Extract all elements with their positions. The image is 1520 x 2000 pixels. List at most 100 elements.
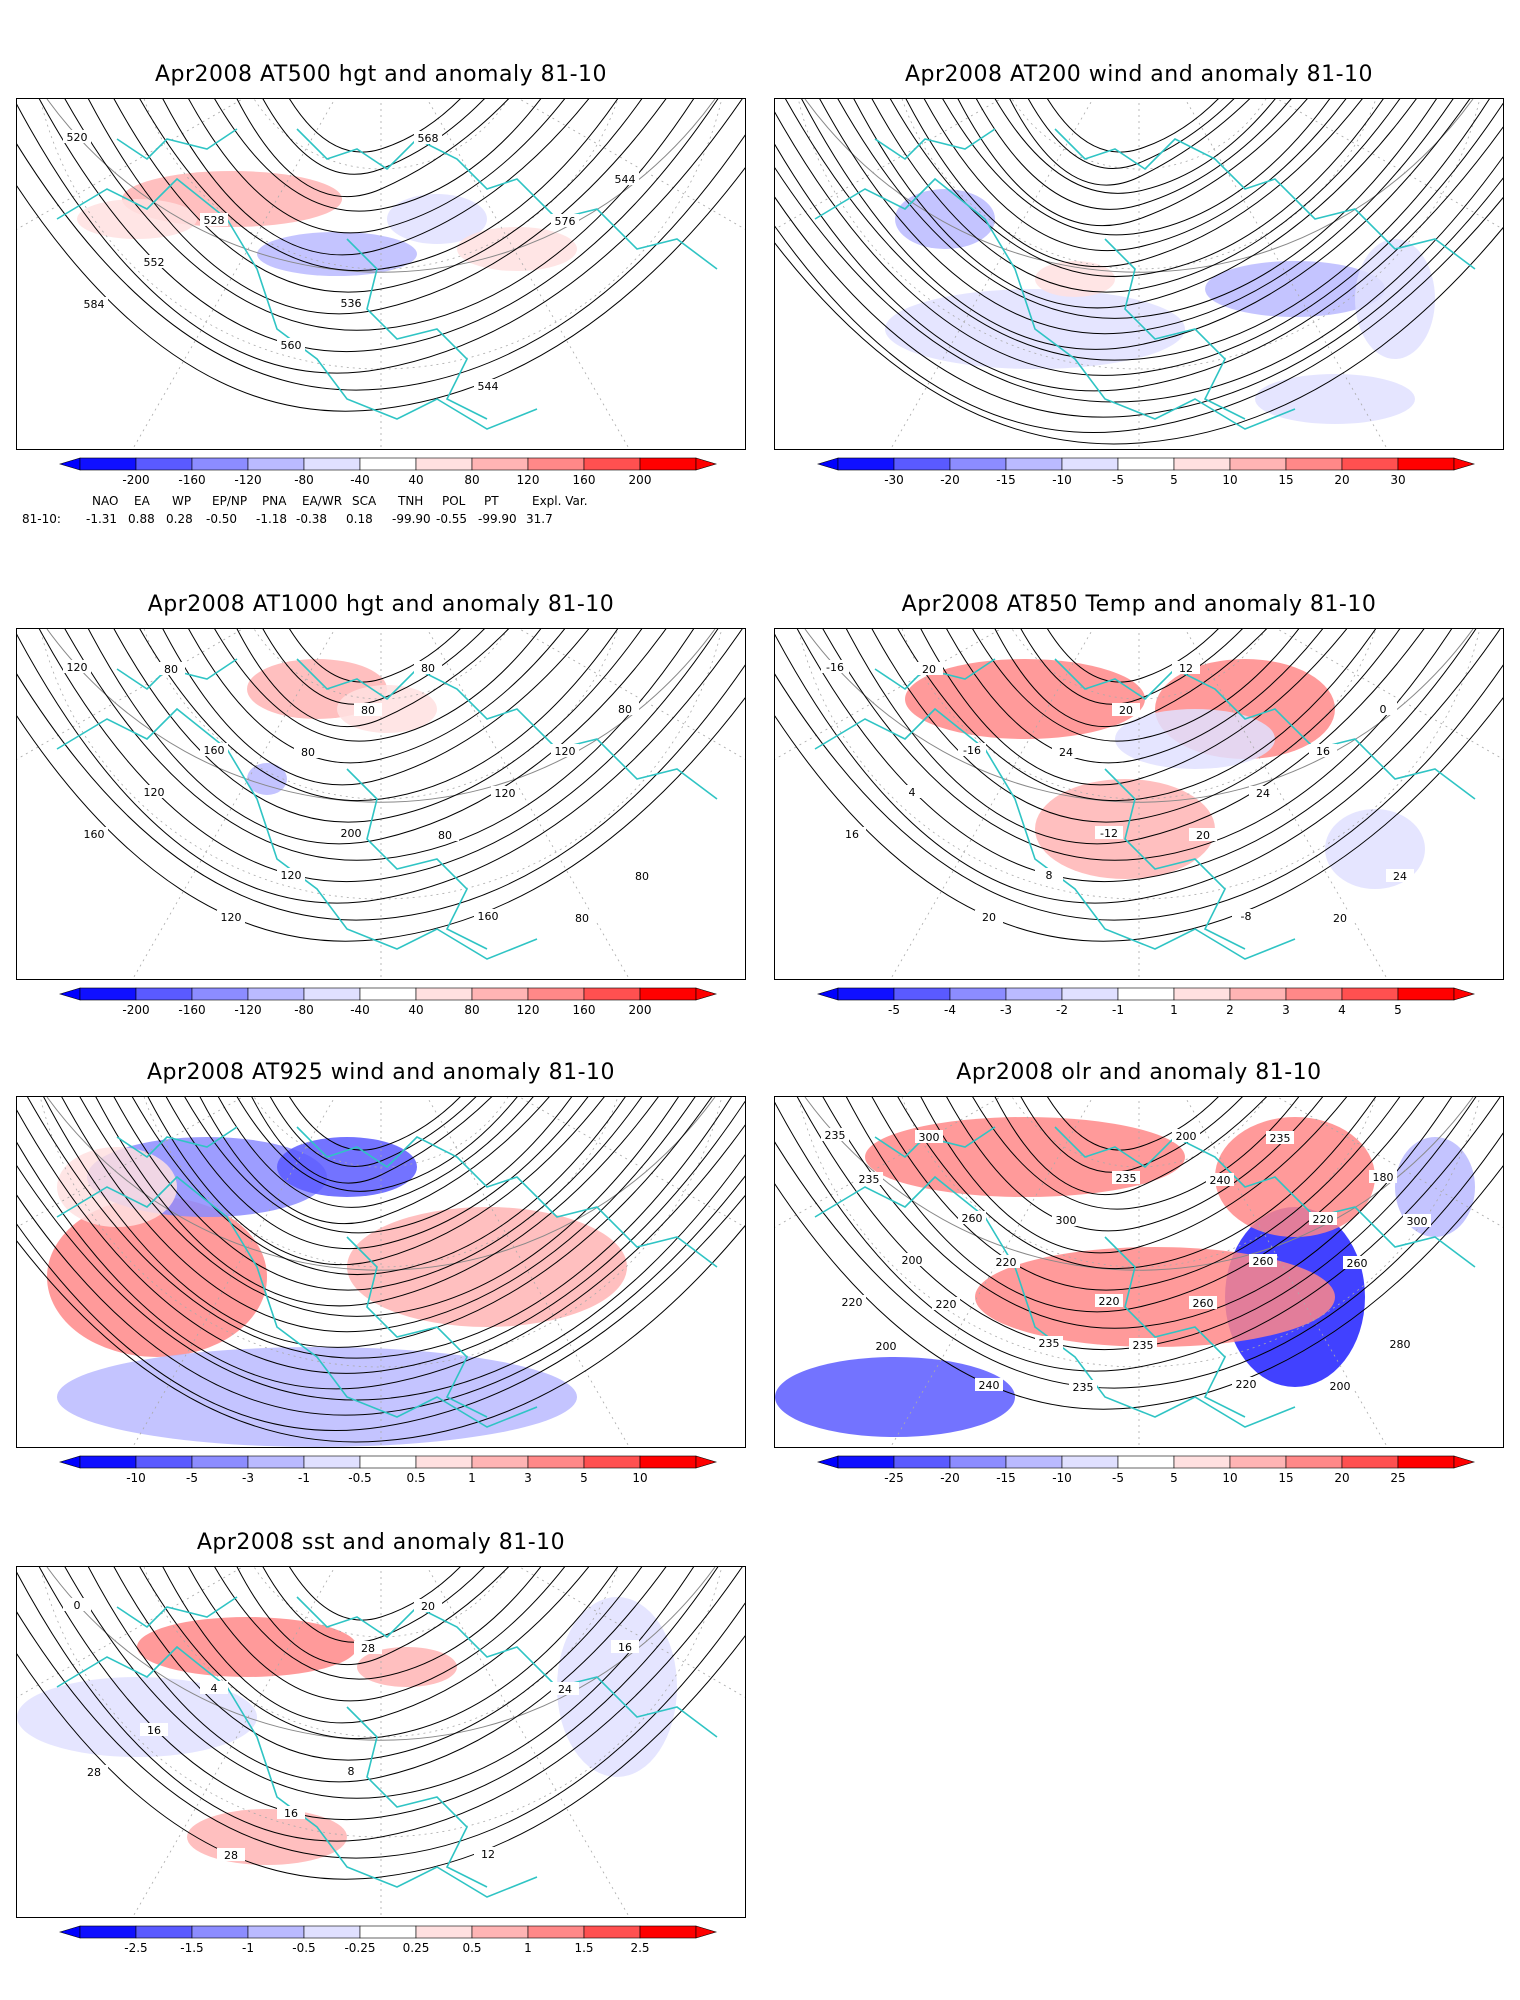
contour-label: 300	[1407, 1215, 1428, 1228]
coastline	[56, 707, 538, 960]
contour-line	[994, 1097, 1267, 1196]
colorbar-segment	[79, 457, 137, 471]
contour-label-bg	[200, 743, 228, 756]
contour-label: -12	[1100, 827, 1118, 840]
contour-line	[139, 1567, 619, 1739]
contour-label-bg	[1232, 1377, 1260, 1390]
contour-line	[289, 99, 461, 153]
colorbar-segment	[1341, 1455, 1399, 1469]
anomaly-shading	[775, 1357, 1015, 1437]
colorbar-tick-label: -20	[940, 473, 960, 487]
contour-label: 200	[902, 1254, 923, 1267]
panel-sst: Apr2008 sst and anomaly 81-10 0 4 8 12 16 16 1…	[16, 1530, 746, 1962]
coastline	[1104, 238, 1246, 420]
contour-label: 16	[618, 1641, 632, 1654]
colorbar-tick-label: 5	[1394, 1003, 1402, 1017]
colorbar-svg: -2.5 -1.5 -1 -0.5 -0.25 0.25 0.5 1 1.5 2.5	[58, 1925, 718, 1955]
coastline	[296, 1596, 718, 1738]
map-plot	[774, 98, 1504, 450]
contour-label: 0	[1380, 703, 1387, 716]
contour-label-bg	[611, 702, 639, 715]
contour-label-bg	[611, 172, 639, 185]
teleconnection-value: -99.90	[478, 512, 517, 526]
contour-label-bg	[474, 379, 502, 392]
contour-label: 200	[876, 1340, 897, 1353]
coastline	[56, 1175, 538, 1428]
contour-line	[262, 629, 485, 705]
contour-label: 220	[1313, 1213, 1334, 1226]
contour-line	[775, 664, 1503, 921]
projection-edge	[804, 99, 1474, 273]
contour-label: 220	[996, 1256, 1017, 1269]
contour-line	[139, 99, 619, 271]
contour-label-bg	[200, 213, 228, 226]
coastline	[346, 238, 488, 420]
colorbar-tick-label: 80	[464, 1003, 479, 1017]
streamline	[147, 1097, 605, 1266]
colorbar-segment	[1229, 1455, 1287, 1469]
contour-label: 544	[615, 173, 636, 186]
contour-label: 220	[842, 1296, 863, 1309]
meridian-gridline	[1276, 629, 1503, 760]
contour-label-bg	[568, 911, 596, 924]
colorbar-arrow-left	[816, 1455, 839, 1469]
colorbar-segment	[527, 1925, 585, 1939]
teleconnection-header: NAO	[92, 494, 119, 508]
contour-label-bg	[491, 786, 519, 799]
streamline	[775, 126, 1503, 392]
contour-line	[262, 1567, 485, 1643]
contour-label: 20	[1196, 829, 1210, 842]
contour-label-bg	[1069, 1380, 1097, 1393]
colorbar-tick-label: 200	[629, 473, 652, 487]
colorbar-arrow-right	[695, 987, 718, 1001]
coastline	[1054, 658, 1476, 800]
contour-label: 260	[1193, 1297, 1214, 1310]
teleconnection-value: -1.31	[86, 512, 118, 526]
contour-label-bg	[63, 130, 91, 143]
colorbar-segment	[1229, 987, 1287, 1001]
colorbar-tick-label: 2.5	[630, 1941, 649, 1955]
colorbar-tick-label: 25	[1390, 1471, 1405, 1485]
contour-label: 120	[495, 787, 516, 800]
contour-label: 80	[164, 663, 178, 676]
contour-label-bg	[63, 660, 91, 673]
contour-label: 20	[421, 1600, 435, 1613]
teleconnection-header: EP/NP	[212, 494, 248, 508]
contour-label-bg	[1369, 702, 1397, 715]
colorbar-segment	[1117, 457, 1175, 471]
colorbar-segment	[135, 1925, 193, 1939]
colorbar-arrow-left	[816, 987, 839, 1001]
colorbar-segment	[359, 457, 417, 471]
contour-label: 560	[281, 339, 302, 352]
colorbar: -30 -20 -15 -10 -5 5 10 15 20 30	[816, 457, 1476, 494]
colorbar-segment	[949, 987, 1007, 1001]
colorbar-tick-label: -0.5	[292, 1941, 315, 1955]
meridian-gridline	[518, 1097, 745, 1228]
meridian-gridline	[518, 1567, 745, 1698]
contour-line	[775, 629, 1501, 904]
contour-label: 4	[211, 1682, 218, 1695]
contour-label-bg	[337, 1764, 365, 1777]
contour-label-bg	[1249, 786, 1277, 799]
map-svg	[17, 1097, 745, 1447]
contour-line	[17, 1602, 745, 1859]
contour-label-bg	[80, 1765, 108, 1778]
contour-label-bg	[1189, 828, 1217, 841]
colorbar-tick-label: -1	[242, 1941, 254, 1955]
map-svg: -16 -16 -12 -8 0 4 8 12 16 16 20 20 24 24 20 24 20 20	[775, 629, 1503, 979]
streamline	[17, 1224, 745, 1443]
colorbar-segment	[1285, 987, 1343, 1001]
contour-label-bg	[1403, 1214, 1431, 1227]
contour-line	[88, 1567, 667, 1783]
colorbar-tick-label: -5	[186, 1471, 198, 1485]
meridian-gridline	[132, 99, 336, 449]
contour-label: 160	[84, 828, 105, 841]
colorbar-segment	[527, 1455, 585, 1469]
colorbar-segment	[583, 987, 641, 1001]
contour-label-bg	[1266, 1131, 1294, 1144]
colorbar-tick-label: 15	[1278, 1471, 1293, 1485]
streamline	[775, 156, 1503, 403]
colorbar-tick-label: 160	[573, 1003, 596, 1017]
contour-line	[846, 629, 1425, 845]
coastline	[346, 768, 488, 950]
